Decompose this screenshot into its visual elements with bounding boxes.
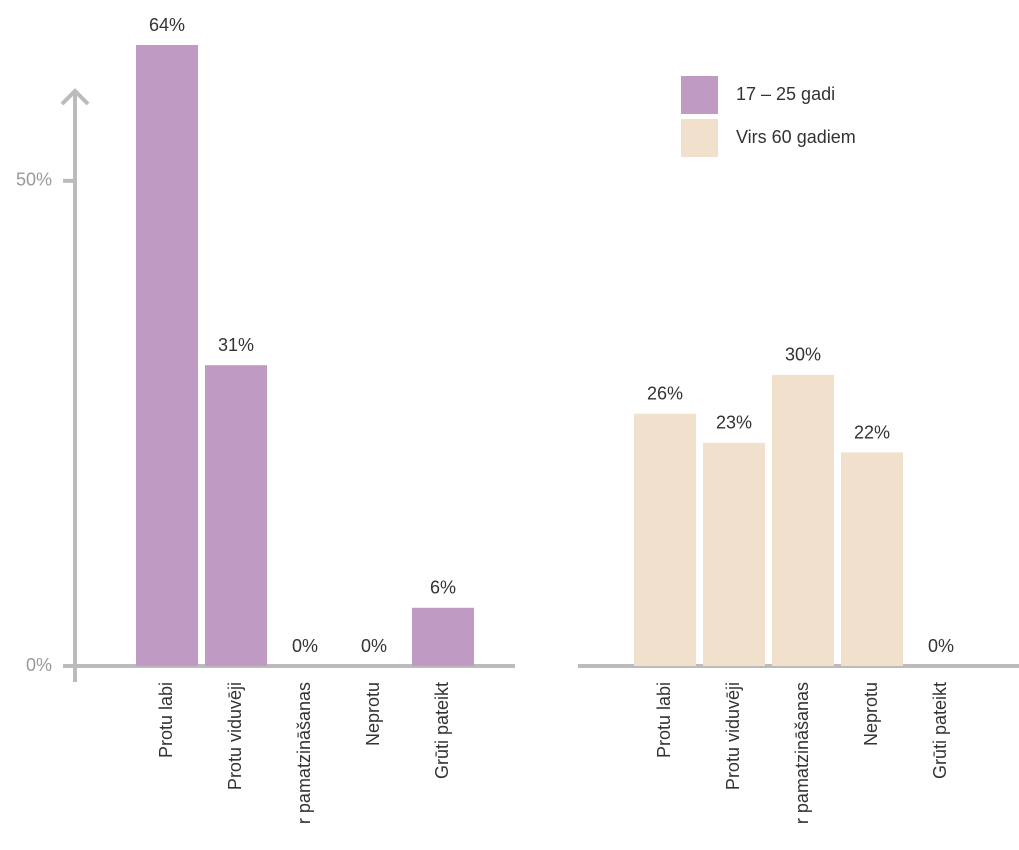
legend-swatch: [681, 119, 718, 157]
y-tick-label: 0%: [26, 655, 52, 675]
value-label: 23%: [716, 413, 752, 433]
bar: [136, 45, 198, 666]
x-tick-label: r pamatzināšanas: [792, 682, 812, 824]
x-tick-label: Protu viduvēji: [723, 682, 743, 790]
bar: [205, 365, 267, 666]
legend-swatch: [681, 76, 718, 114]
x-tick-label: Neprotu: [363, 682, 383, 746]
x-tick-label: r pamatzināšanas: [294, 682, 314, 824]
x-tick-label: Protu viduvēji: [225, 682, 245, 790]
value-label: 0%: [361, 636, 387, 656]
legend-label: 17 – 25 gadi: [736, 84, 835, 104]
x-tick-label: Protu labi: [156, 682, 176, 758]
value-label: 22%: [854, 422, 890, 442]
value-label: 26%: [647, 383, 683, 403]
x-tick-label: Protu labi: [654, 682, 674, 758]
bar: [772, 374, 834, 666]
bar: [841, 452, 903, 666]
value-label: 0%: [928, 636, 954, 656]
y-tick-label: 50%: [16, 170, 52, 190]
value-label: 64%: [149, 15, 185, 35]
bar: [703, 442, 765, 666]
x-tick-label: Grūti pateikt: [930, 682, 950, 779]
bar: [634, 413, 696, 666]
legend-label: Virs 60 gadiem: [736, 127, 856, 147]
y-axis-arrow: [60, 88, 90, 106]
value-label: 30%: [785, 345, 821, 365]
x-tick-label: Neprotu: [861, 682, 881, 746]
x-tick-label: Grūti pateikt: [432, 682, 452, 779]
bar: [412, 607, 474, 666]
value-label: 0%: [292, 636, 318, 656]
value-label: 6%: [430, 578, 456, 598]
value-label: 31%: [218, 335, 254, 355]
